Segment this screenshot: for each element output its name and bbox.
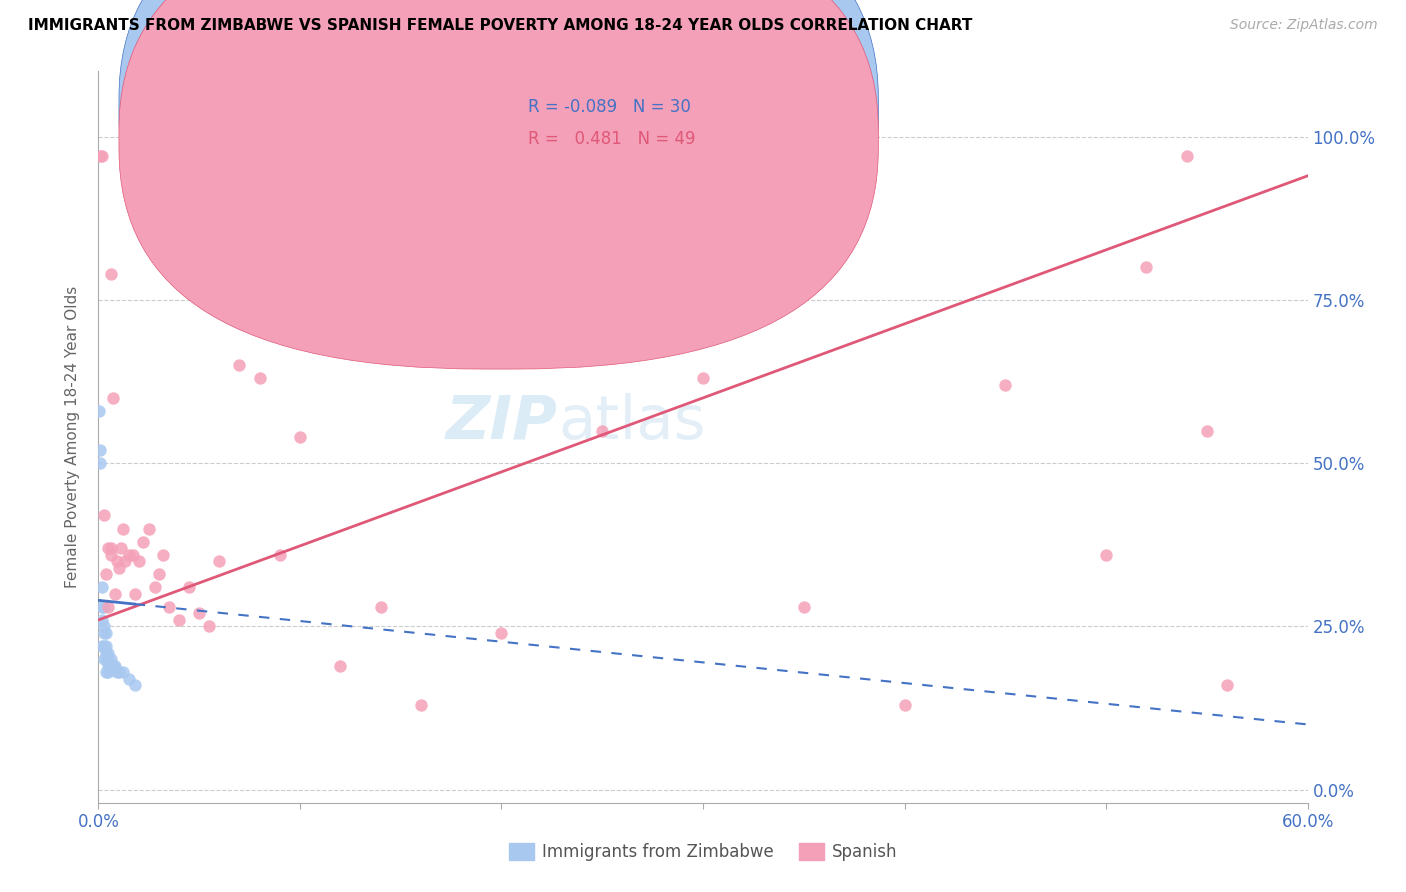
Point [100,541,122,555]
Point [93,599,115,614]
Point [893,698,915,712]
Point [96,665,118,680]
Point [994,377,1017,392]
Text: R = -0.089   N = 30: R = -0.089 N = 30 [527,98,690,116]
Point [128,554,150,568]
Point [143,580,166,594]
Point [93,652,115,666]
Point [91,613,114,627]
Point [93,508,115,523]
Text: IMMIGRANTS FROM ZIMBABWE VS SPANISH FEMALE POVERTY AMONG 18-24 YEAR OLDS CORRELA: IMMIGRANTS FROM ZIMBABWE VS SPANISH FEMA… [28,18,973,33]
Point [100,652,122,666]
Point [167,613,190,627]
Point [179,580,201,594]
Point [91,580,114,594]
Point [228,358,250,372]
Point [591,424,613,438]
Point [97,599,120,614]
Point [114,554,136,568]
Point [111,521,134,535]
Point [124,678,146,692]
Point [118,672,141,686]
Point [793,599,815,614]
Point [89,456,111,470]
Point [152,548,174,562]
Point [188,607,211,621]
Point [89,404,111,418]
Point [91,639,114,653]
Point [1175,149,1198,163]
Point [1216,678,1239,692]
Point [97,646,120,660]
Point [121,548,143,562]
Point [157,599,180,614]
Point [97,541,120,555]
Point [105,665,128,680]
Point [132,534,155,549]
Y-axis label: Female Poverty Among 18-24 Year Olds: Female Poverty Among 18-24 Year Olds [65,286,80,588]
Point [96,639,118,653]
Text: R =   0.481   N = 49: R = 0.481 N = 49 [527,130,695,148]
Point [491,626,513,640]
Point [89,443,111,458]
Point [118,548,141,562]
Point [249,371,271,385]
Point [138,521,160,535]
Point [101,658,124,673]
Point [692,371,714,385]
Point [96,646,118,660]
Point [97,665,120,680]
Point [100,548,122,562]
Point [1195,424,1218,438]
Point [96,567,118,582]
Point [105,554,128,568]
Point [91,599,114,614]
Point [103,587,125,601]
Point [409,698,432,712]
Text: atlas: atlas [558,393,706,452]
Point [208,554,231,568]
Point [107,560,129,574]
Point [100,267,122,281]
Point [288,430,311,444]
Point [93,639,115,653]
Point [1135,260,1157,275]
Point [96,652,118,666]
Point [148,567,170,582]
Point [111,665,134,680]
FancyBboxPatch shape [120,0,879,369]
Text: Source: ZipAtlas.com: Source: ZipAtlas.com [1230,18,1378,32]
Point [93,626,115,640]
Point [89,149,111,163]
Point [97,658,120,673]
Point [269,548,291,562]
Point [101,391,124,405]
Point [103,658,125,673]
Point [1095,548,1118,562]
Point [124,587,146,601]
Point [100,658,122,673]
Point [198,619,221,633]
Text: ZIP: ZIP [446,393,558,452]
Legend: Immigrants from Zimbabwe, Spanish: Immigrants from Zimbabwe, Spanish [502,836,904,868]
Point [97,652,120,666]
Point [110,541,132,555]
Point [370,599,392,614]
Point [91,149,114,163]
FancyBboxPatch shape [120,0,879,337]
Point [93,619,115,633]
Point [329,658,352,673]
Point [96,626,118,640]
FancyBboxPatch shape [461,86,811,167]
Point [107,665,129,680]
